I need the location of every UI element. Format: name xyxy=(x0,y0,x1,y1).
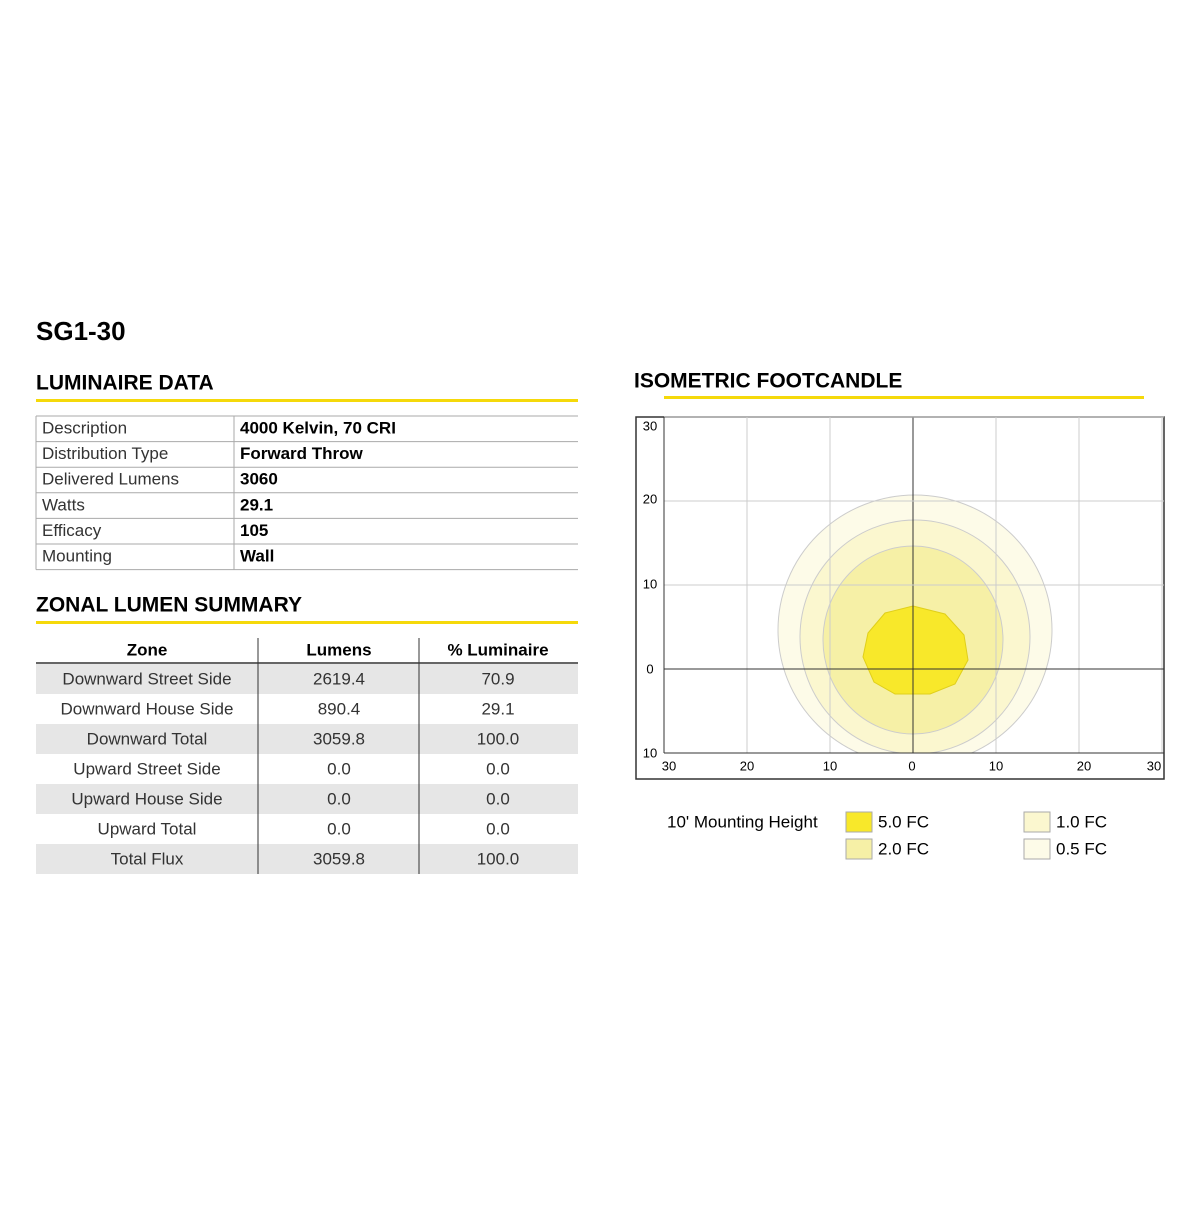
row-label: Delivered Lumens xyxy=(42,470,179,489)
section-title: LUMINAIRE DATA xyxy=(36,372,214,395)
cell: 70.9 xyxy=(481,669,514,688)
legend-swatch xyxy=(1023,811,1051,833)
divider xyxy=(664,396,1144,399)
x-tick-label: 30 xyxy=(662,758,676,773)
legend-label: 5.0 FC xyxy=(878,812,929,831)
row-label: Watts xyxy=(42,495,85,514)
row-value: Forward Throw xyxy=(240,444,364,463)
legend-swatch xyxy=(1023,838,1051,860)
row-label: Description xyxy=(42,418,127,437)
section-title: ZONAL LUMEN SUMMARY xyxy=(36,594,302,617)
cell: 0.0 xyxy=(327,819,351,838)
row-value: Wall xyxy=(240,546,274,565)
cell: Upward Total xyxy=(98,819,197,838)
y-tick-label: 10 xyxy=(643,576,657,591)
column-header: Lumens xyxy=(306,640,371,659)
x-tick-label: 20 xyxy=(740,758,754,773)
divider xyxy=(36,399,578,402)
y-tick-label: 20 xyxy=(643,491,657,506)
x-tick-label: 30 xyxy=(1147,758,1161,773)
cell: 0.0 xyxy=(486,789,510,808)
cell: 100.0 xyxy=(477,729,520,748)
row-shade xyxy=(36,844,578,874)
cell: 3059.8 xyxy=(313,849,365,868)
x-tick-label: 10 xyxy=(823,758,837,773)
legend-swatch xyxy=(845,811,873,833)
cell: Downward House Side xyxy=(61,699,234,718)
legend-caption: 10' Mounting Height xyxy=(667,812,818,831)
legend-label: 1.0 FC xyxy=(1056,812,1107,831)
y-tick-label: 0 xyxy=(646,661,653,676)
cell: Total Flux xyxy=(111,849,184,868)
x-tick-label: 0 xyxy=(908,758,915,773)
legend-label: 0.5 FC xyxy=(1056,839,1107,858)
row-label: Mounting xyxy=(42,546,112,565)
row-shade xyxy=(36,724,578,754)
row-label: Distribution Type xyxy=(42,444,168,463)
row-value: 29.1 xyxy=(240,495,273,514)
cell: 0.0 xyxy=(327,759,351,778)
cell: 0.0 xyxy=(327,789,351,808)
section-title: ISOMETRIC FOOTCANDLE xyxy=(634,370,902,393)
divider xyxy=(36,621,578,624)
y-tick-label: 10 xyxy=(643,745,657,760)
row-value: 105 xyxy=(240,521,268,540)
cell: 3059.8 xyxy=(313,729,365,748)
cell: 100.0 xyxy=(477,849,520,868)
cell: Upward Street Side xyxy=(73,759,220,778)
cell: 2619.4 xyxy=(313,669,365,688)
column-header: Zone xyxy=(127,640,168,659)
cell: Downward Total xyxy=(87,729,208,748)
cell: Downward Street Side xyxy=(62,669,231,688)
cell: 0.0 xyxy=(486,759,510,778)
row-shade xyxy=(36,664,578,694)
cell: 0.0 xyxy=(486,819,510,838)
row-shade xyxy=(36,784,578,814)
cell: 29.1 xyxy=(481,699,514,718)
product-title: SG1-30 xyxy=(36,316,126,346)
cell: 890.4 xyxy=(318,699,361,718)
cell: Upward House Side xyxy=(71,789,222,808)
legend-swatch xyxy=(845,838,873,860)
row-label: Efficacy xyxy=(42,521,102,540)
column-header: % Luminaire xyxy=(447,640,548,659)
legend-label: 2.0 FC xyxy=(878,839,929,858)
y-tick-label: 30 xyxy=(643,418,657,433)
x-tick-label: 10 xyxy=(989,758,1003,773)
row-value: 3060 xyxy=(240,470,278,489)
x-tick-label: 20 xyxy=(1077,758,1091,773)
contours xyxy=(777,494,1053,753)
row-value: 4000 Kelvin, 70 CRI xyxy=(240,418,396,437)
